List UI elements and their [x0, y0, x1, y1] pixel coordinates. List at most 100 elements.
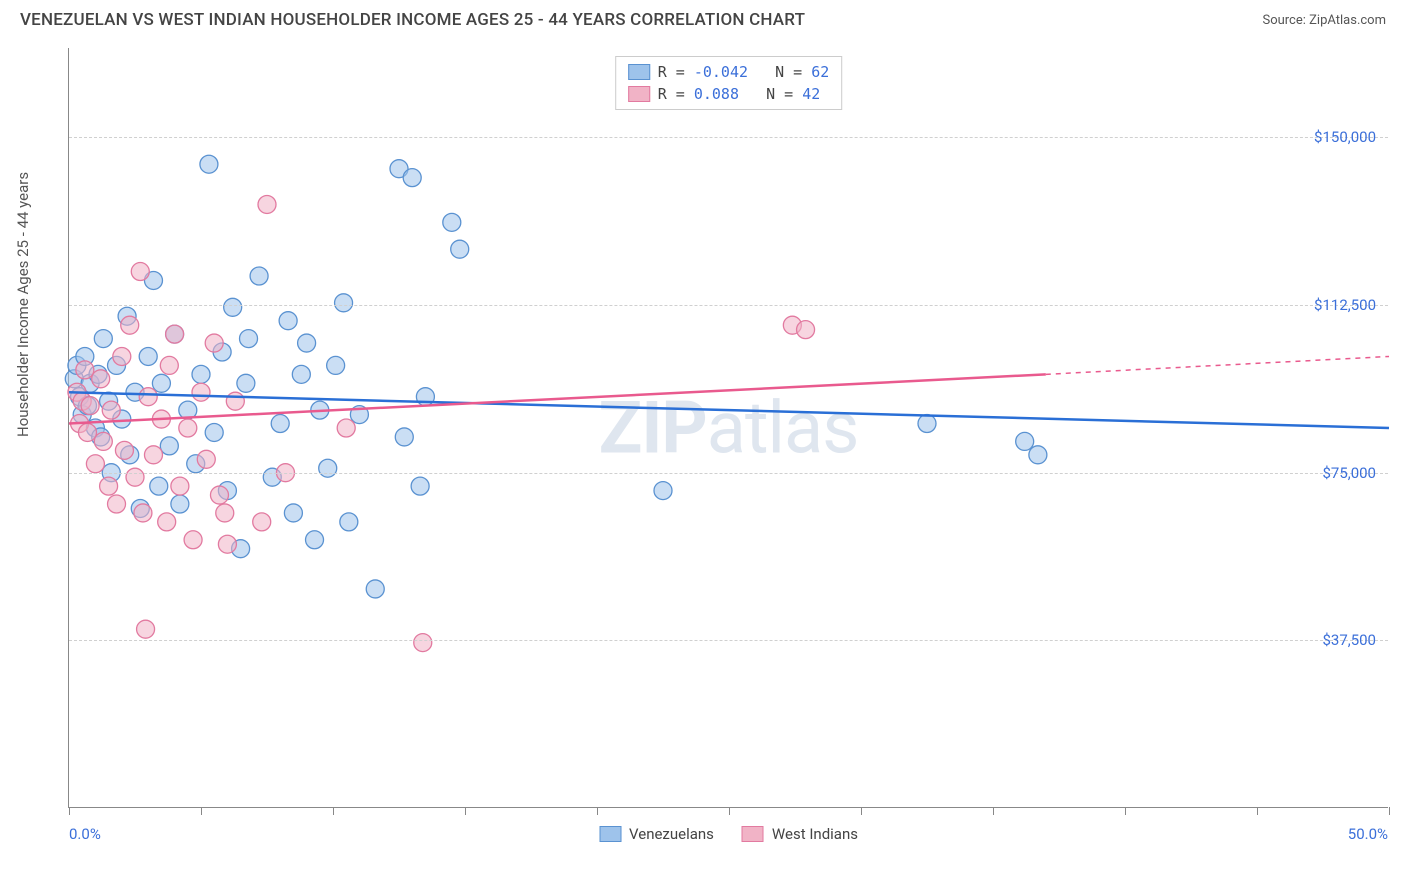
legend-stat-text: R = 0.088 N = 42: [658, 85, 821, 103]
scatter-point: [86, 455, 104, 473]
x-tick: [729, 807, 730, 815]
scatter-point: [337, 419, 355, 437]
scatter-point: [100, 477, 118, 495]
y-axis-label: Householder Income Ages 25 - 44 years: [14, 172, 32, 437]
x-label-max: 50.0%: [1348, 825, 1388, 843]
scatter-point: [654, 482, 672, 500]
gridline-h: [69, 473, 1388, 474]
scatter-point: [258, 195, 276, 213]
stats-legend: R = -0.042 N = 62 R = 0.088 N = 42: [615, 56, 843, 110]
scatter-point: [131, 263, 149, 281]
scatter-point: [171, 477, 189, 495]
scatter-point: [327, 356, 345, 374]
scatter-point: [200, 155, 218, 173]
chart-container: Householder Income Ages 25 - 44 years ZI…: [50, 48, 1390, 808]
scatter-point: [205, 334, 223, 352]
scatter-point: [184, 531, 202, 549]
gridline-h: [69, 137, 1388, 138]
x-tick: [1125, 807, 1126, 815]
scatter-point: [152, 374, 170, 392]
scatter-point: [126, 468, 144, 486]
gridline-h: [69, 305, 1388, 306]
scatter-point: [166, 325, 184, 343]
scatter-point: [134, 504, 152, 522]
scatter-point: [411, 477, 429, 495]
scatter-point: [108, 495, 126, 513]
x-tick: [1389, 807, 1390, 815]
trend-line: [69, 374, 1046, 423]
scatter-point: [366, 580, 384, 598]
scatter-point: [451, 240, 469, 258]
scatter-point: [335, 294, 353, 312]
source-label: Source:: [1262, 13, 1309, 28]
x-tick: [861, 807, 862, 815]
x-tick: [597, 807, 598, 815]
scatter-point: [340, 513, 358, 531]
scatter-point: [171, 495, 189, 513]
scatter-point: [284, 504, 302, 522]
scatter-point: [160, 437, 178, 455]
x-tick: [201, 807, 202, 815]
scatter-point: [139, 388, 157, 406]
stats-legend-row: R = 0.088 N = 42: [628, 83, 830, 105]
chart-source: Source: ZipAtlas.com: [1262, 13, 1386, 28]
scatter-point: [94, 432, 112, 450]
legend-swatch: [628, 86, 650, 102]
scatter-point: [192, 383, 210, 401]
x-label-min: 0.0%: [69, 825, 101, 843]
scatter-point: [298, 334, 316, 352]
scatter-point: [237, 374, 255, 392]
scatter-point: [226, 392, 244, 410]
scatter-point: [150, 477, 168, 495]
x-tick: [993, 807, 994, 815]
scatter-point: [403, 169, 421, 187]
scatter-point: [253, 513, 271, 531]
scatter-point: [250, 267, 268, 285]
series-legend-item: West Indians: [742, 825, 858, 843]
scatter-point: [160, 356, 178, 374]
scatter-point: [121, 316, 139, 334]
scatter-point: [918, 415, 936, 433]
scatter-point: [144, 446, 162, 464]
scatter-point: [279, 312, 297, 330]
scatter-point: [76, 361, 94, 379]
source-name: ZipAtlas.com: [1309, 13, 1386, 28]
chart-header: VENEZUELAN VS WEST INDIAN HOUSEHOLDER IN…: [0, 0, 1406, 36]
legend-swatch: [599, 826, 621, 842]
plot-area: ZIPatlas R = -0.042 N = 62R = 0.088 N = …: [68, 48, 1388, 808]
stats-legend-row: R = -0.042 N = 62: [628, 61, 830, 83]
y-tick-label: $150,000: [1314, 128, 1376, 146]
scatter-point: [319, 459, 337, 477]
y-tick-label: $75,000: [1322, 464, 1376, 482]
scatter-point: [224, 298, 242, 316]
series-legend-label: West Indians: [772, 825, 858, 843]
gridline-h: [69, 640, 1388, 641]
scatter-point: [414, 634, 432, 652]
scatter-point: [306, 531, 324, 549]
chart-title: VENEZUELAN VS WEST INDIAN HOUSEHOLDER IN…: [20, 10, 805, 30]
scatter-point: [78, 423, 96, 441]
scatter-point: [205, 423, 223, 441]
x-tick: [1257, 807, 1258, 815]
legend-swatch: [628, 64, 650, 80]
scatter-point: [292, 365, 310, 383]
scatter-point: [797, 321, 815, 339]
scatter-point: [81, 397, 99, 415]
scatter-point: [192, 365, 210, 383]
scatter-point: [395, 428, 413, 446]
x-tick: [465, 807, 466, 815]
scatter-point: [240, 330, 258, 348]
scatter-point: [271, 415, 289, 433]
scatter-point: [94, 330, 112, 348]
legend-stat-text: R = -0.042 N = 62: [658, 63, 830, 81]
x-tick: [69, 807, 70, 815]
legend-swatch: [742, 826, 764, 842]
y-tick-label: $37,500: [1322, 631, 1376, 649]
scatter-point: [210, 486, 228, 504]
trend-line-dashed: [1046, 356, 1389, 374]
y-tick-label: $112,500: [1314, 296, 1376, 314]
scatter-point: [92, 370, 110, 388]
scatter-point: [179, 419, 197, 437]
scatter-point: [443, 213, 461, 231]
scatter-point: [1016, 432, 1034, 450]
